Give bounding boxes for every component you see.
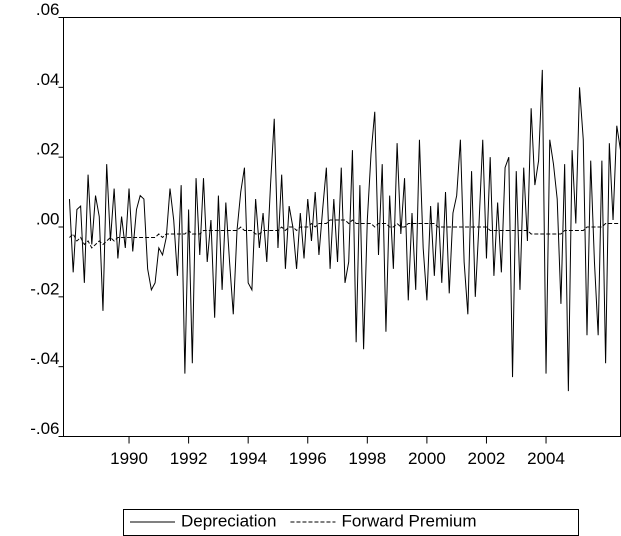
- y-tick-label: -.02: [30, 279, 59, 298]
- series-line: [68, 69, 621, 392]
- x-tick-label: 1992: [170, 449, 208, 468]
- y-tick-label: .00: [36, 209, 60, 228]
- legend-label: Forward Premium: [341, 511, 476, 530]
- x-tick-label: 1998: [348, 449, 386, 468]
- legend-label: Depreciation: [181, 511, 276, 530]
- x-tick-label: 1994: [229, 449, 267, 468]
- y-tick-label: -.06: [30, 419, 59, 438]
- x-tick-label: 1996: [289, 449, 327, 468]
- series-line: [69, 219, 621, 249]
- x-tick-label: 2004: [527, 449, 565, 468]
- x-tick-label: 2002: [468, 449, 506, 468]
- x-tick-label: 2000: [408, 449, 446, 468]
- plot-frame: [63, 17, 621, 437]
- y-tick-label: .06: [36, 0, 60, 19]
- y-tick-label: .04: [36, 70, 60, 89]
- y-tick-label: .02: [36, 140, 60, 159]
- y-tick-label: -.04: [30, 349, 59, 368]
- x-tick-label: 1990: [110, 449, 148, 468]
